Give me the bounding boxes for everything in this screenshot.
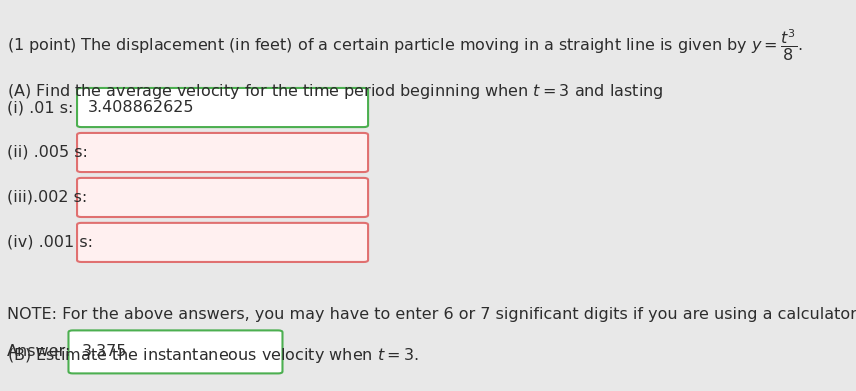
Text: NOTE: For the above answers, you may have to enter 6 or 7 significant digits if : NOTE: For the above answers, you may hav… xyxy=(7,307,856,322)
Text: 3.375: 3.375 xyxy=(81,344,127,359)
Text: (ii) .005 s:: (ii) .005 s: xyxy=(7,145,87,160)
Text: (B) Estimate the instantaneous velocity when $t = 3$.: (B) Estimate the instantaneous velocity … xyxy=(7,346,419,365)
Text: (A) Find the average velocity for the time period beginning when $t = 3$ and las: (A) Find the average velocity for the ti… xyxy=(7,82,663,101)
Text: (iii).002 s:: (iii).002 s: xyxy=(7,190,87,205)
Text: (iv) .001 s:: (iv) .001 s: xyxy=(7,235,92,250)
Text: 3.408862625: 3.408862625 xyxy=(88,100,194,115)
Text: (1 point) The displacement (in feet) of a certain particle moving in a straight : (1 point) The displacement (in feet) of … xyxy=(7,27,802,63)
Text: Answer:: Answer: xyxy=(7,344,71,359)
Text: (i) .01 s:: (i) .01 s: xyxy=(7,100,74,115)
